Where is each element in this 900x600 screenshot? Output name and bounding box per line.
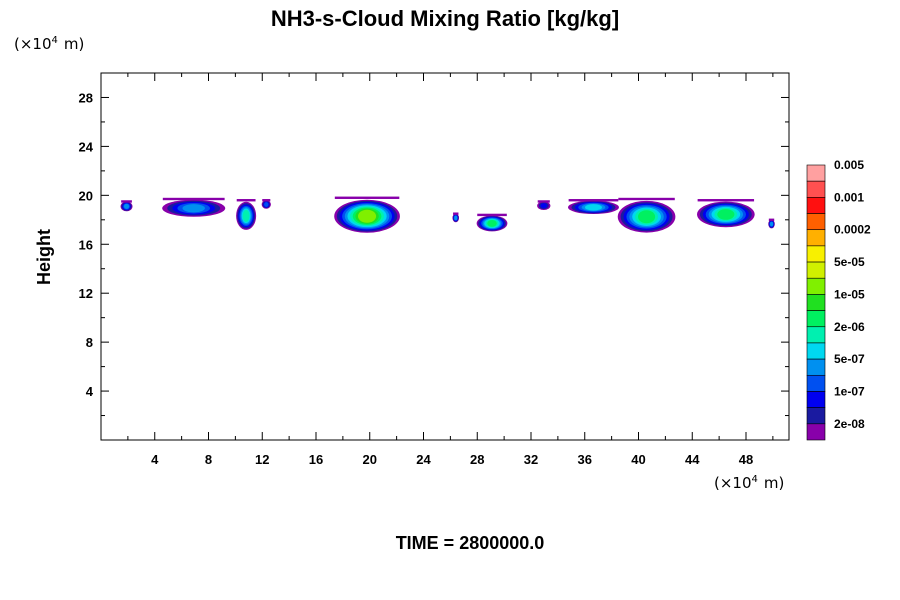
y-unit-suffix: m)	[64, 35, 84, 53]
colorbar-swatch	[806, 407, 826, 425]
cloud-band	[264, 202, 269, 207]
y-unit-prefix: (×10	[14, 35, 52, 53]
x-tick-label: 28	[470, 452, 484, 467]
x-tick-label: 4	[151, 452, 159, 467]
colorbar-swatch	[806, 358, 826, 376]
colorbar-label: 2e-06	[834, 320, 865, 334]
colorbar: 2e-08 1e-07 5e-07 2e-06 1e-05 5e-05 0.0002 0.00…	[806, 158, 871, 441]
cloud-band	[770, 221, 774, 227]
y-tick-label: 28	[79, 90, 93, 105]
x-tick-label: 12	[255, 452, 269, 467]
cloud-edge	[334, 196, 400, 199]
cloud-edge	[697, 199, 755, 202]
cloud-edge	[453, 212, 459, 215]
x-tick-label: 48	[739, 452, 753, 467]
cloud-edge	[162, 197, 225, 201]
colorbar-swatch	[806, 197, 826, 214]
y-axis-ticks: 4 8 12 16 20 24 28	[79, 90, 789, 417]
cloud-edge	[477, 213, 507, 217]
cloud-band	[242, 209, 250, 222]
x-tick-label: 32	[524, 452, 538, 467]
y-unit-exponent: 4	[52, 35, 58, 46]
colorbar-label: 0.005	[834, 158, 864, 172]
colorbar-label: 2e-08	[834, 417, 865, 431]
colorbar-swatch	[806, 213, 826, 231]
cloud-edge	[236, 199, 256, 202]
x-tick-label: 20	[363, 452, 377, 467]
colorbar-label: 5e-07	[834, 352, 865, 366]
time-label: TIME = 2800000.0	[396, 533, 545, 553]
colorbar-swatch	[806, 294, 826, 311]
cloud-edge	[768, 218, 775, 221]
chart-title: NH3-s-Cloud Mixing Ratio [kg/kg]	[271, 6, 619, 31]
cloud-edge	[618, 197, 675, 201]
y-tick-label: 16	[79, 237, 93, 252]
colorbar-label: 1e-07	[834, 384, 865, 398]
y-tick-label: 12	[79, 286, 93, 301]
x-tick-label: 36	[578, 452, 592, 467]
cloud-field	[120, 196, 775, 233]
colorbar-label: 0.0002	[834, 223, 871, 237]
cloud-band	[358, 209, 377, 223]
colorbar-swatch	[806, 164, 826, 182]
colorbar-swatch	[806, 180, 826, 198]
cloud-band	[637, 210, 656, 224]
colorbar-label: 5e-05	[834, 255, 865, 269]
plot-frame	[100, 72, 790, 441]
y-axis-label: Height	[34, 229, 54, 285]
colorbar-swatch	[806, 374, 826, 392]
y-unit-label: (×104 m)	[14, 35, 84, 53]
colorbar-label: 1e-05	[834, 287, 865, 301]
x-unit-label: (×104 m)	[714, 474, 784, 492]
cloud-band	[717, 209, 735, 220]
x-unit-prefix: (×10	[714, 474, 752, 492]
y-tick-label: 4	[86, 384, 94, 399]
cloud-edge	[537, 200, 550, 203]
cloud-edge	[262, 199, 271, 202]
colorbar-label: 0.001	[834, 190, 864, 204]
y-tick-label: 8	[86, 335, 93, 350]
x-unit-suffix: m)	[764, 474, 784, 492]
x-tick-label: 24	[416, 452, 431, 467]
x-unit-exponent: 4	[752, 474, 758, 485]
x-tick-label: 40	[631, 452, 645, 467]
cloud-edge	[121, 200, 132, 203]
y-tick-label: 20	[79, 188, 93, 203]
colorbar-swatch	[806, 423, 826, 441]
y-tick-label: 24	[79, 139, 94, 154]
cloud-band	[540, 203, 548, 209]
colorbar-swatch	[806, 261, 826, 279]
colorbar-swatch	[806, 326, 826, 344]
colorbar-swatch	[806, 277, 826, 295]
cloud-band	[487, 219, 497, 227]
x-tick-label: 16	[309, 452, 323, 467]
colorbar-swatch	[806, 245, 826, 263]
colorbar-swatch	[806, 342, 826, 360]
cloud-band	[585, 204, 602, 211]
colorbar-swatch	[806, 310, 826, 328]
x-tick-label: 8	[205, 452, 212, 467]
colorbar-swatch	[806, 229, 826, 247]
x-axis-ticks: 4 8 12 16 20 24 28 32 36 40 44 48	[127, 73, 774, 467]
cloud-band	[124, 203, 129, 209]
cloud-edge	[568, 199, 619, 202]
colorbar-swatch	[806, 391, 826, 408]
cloud-band	[454, 215, 458, 221]
cloud-band	[182, 204, 205, 213]
x-tick-label: 44	[685, 452, 700, 467]
